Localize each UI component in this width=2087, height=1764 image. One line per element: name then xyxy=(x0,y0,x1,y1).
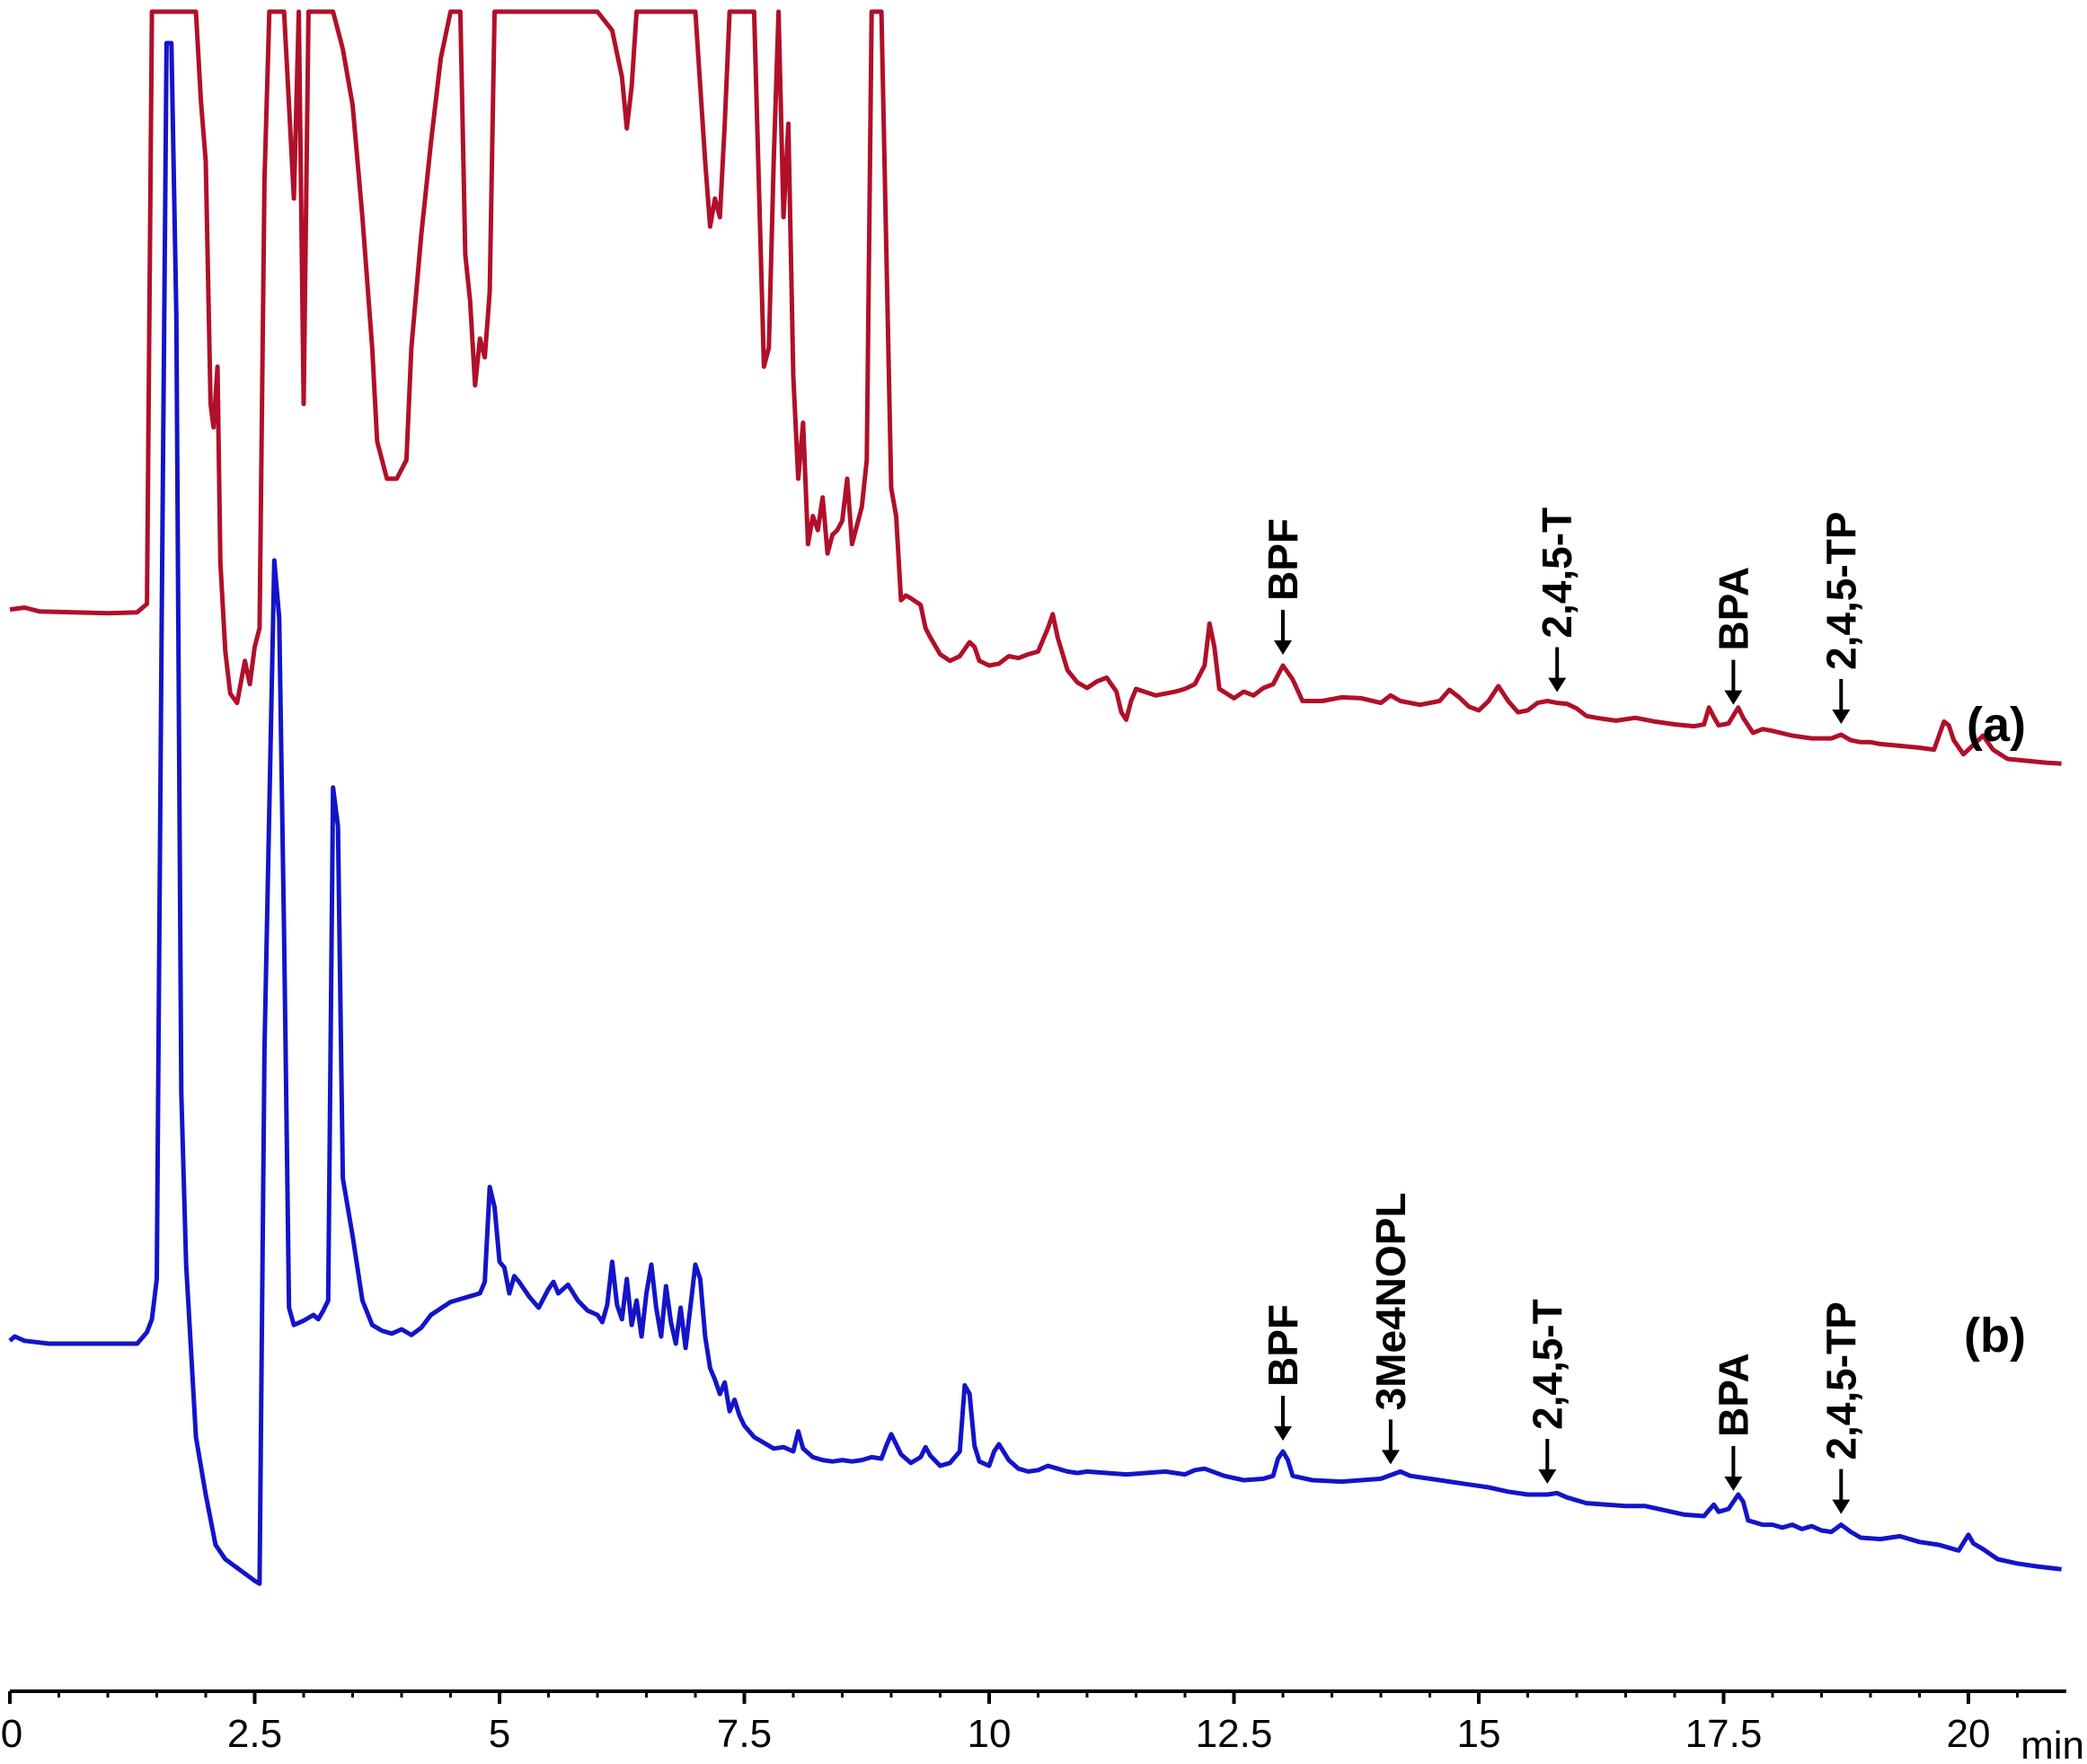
x-tick-label: 10 xyxy=(968,1712,1012,1756)
peak-annotation: BPF xyxy=(1260,1304,1306,1441)
peak-label: BPA xyxy=(1710,1353,1756,1437)
trace-label-b: (b) xyxy=(1964,1309,2026,1363)
peak-label: BPA xyxy=(1710,567,1756,651)
down-arrow-icon xyxy=(1832,709,1851,724)
peak-label: 2,4,5-TP xyxy=(1817,1301,1864,1460)
x-tick-label: 0 xyxy=(1,1712,22,1756)
peak-annotation: 3Me4NOPL xyxy=(1367,1193,1414,1465)
peak-annotation: BPF xyxy=(1260,518,1306,655)
peak-label: BPF xyxy=(1260,1304,1306,1387)
down-arrow-icon xyxy=(1548,677,1567,692)
down-arrow-icon xyxy=(1274,640,1292,655)
peak-annotation: 2,4,5-T xyxy=(1534,507,1580,692)
peak-label: 3Me4NOPL xyxy=(1367,1193,1414,1411)
peak-label: 2,4,5-TP xyxy=(1817,512,1864,670)
peak-label: BPF xyxy=(1260,518,1306,601)
down-arrow-icon xyxy=(1724,690,1743,705)
x-tick-label: 15 xyxy=(1457,1712,1501,1756)
peak-label: 2,4,5-T xyxy=(1524,1299,1570,1430)
down-arrow-icon xyxy=(1381,1450,1400,1465)
x-tick-label: 5 xyxy=(489,1712,510,1756)
x-axis-unit-label: min xyxy=(2021,1724,2084,1764)
peak-annotation: BPA xyxy=(1710,1353,1756,1491)
x-tick-label: 7.5 xyxy=(717,1712,772,1756)
trace-line-b xyxy=(8,40,2062,1586)
trace-label-a: (a) xyxy=(1967,698,2026,752)
down-arrow-icon xyxy=(1274,1426,1292,1441)
peak-annotation: 2,4,5-T xyxy=(1524,1299,1570,1484)
down-arrow-icon xyxy=(1724,1477,1743,1491)
down-arrow-icon xyxy=(1832,1499,1851,1514)
x-tick-label: 20 xyxy=(1947,1712,1991,1756)
peak-annotation: 2,4,5-TP xyxy=(1817,512,1864,724)
x-axis-ticks: 0 2.5 5 7.5 10 12.5 15 17.5 20 xyxy=(1,1691,2019,1756)
trace-group: (a) (b) xyxy=(8,9,2062,1586)
x-tick-label: 17.5 xyxy=(1685,1712,1763,1756)
peak-annotation: 2,4,5-TP xyxy=(1817,1301,1864,1514)
trace-line-a xyxy=(9,9,2062,766)
x-tick-label: 12.5 xyxy=(1196,1712,1273,1756)
annotation-group: BPF 2,4,5-T BPA 2,4,5-TP BPF 3Me4NOPL 2,4,5-T B… xyxy=(1260,507,1864,1514)
down-arrow-icon xyxy=(1538,1469,1557,1484)
x-axis: 0 2.5 5 7.5 10 12.5 15 17.5 20 min xyxy=(1,1689,2084,1764)
peak-label: 2,4,5-T xyxy=(1534,507,1580,639)
peak-annotation: BPA xyxy=(1710,567,1756,705)
x-tick-label: 2.5 xyxy=(227,1712,282,1756)
